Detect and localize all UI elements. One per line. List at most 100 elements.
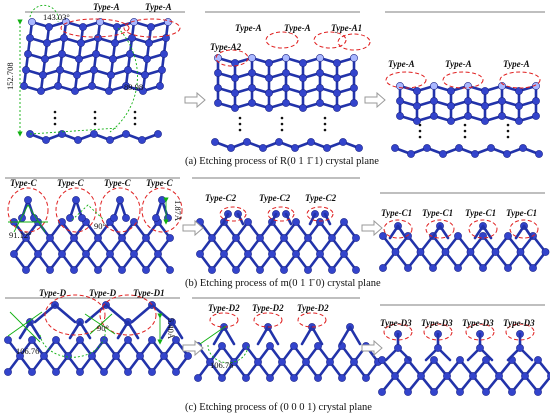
bond xyxy=(338,325,352,346)
atom xyxy=(447,102,455,110)
highlight-ellipse xyxy=(423,323,453,341)
atom xyxy=(352,234,360,242)
atom xyxy=(396,82,404,90)
type-label: Type-A xyxy=(445,59,472,69)
continuation-dot xyxy=(323,116,327,120)
type-label: Type-A2 xyxy=(210,42,242,52)
atom xyxy=(316,250,324,258)
atom xyxy=(154,130,162,138)
atom xyxy=(464,112,472,120)
bond xyxy=(269,212,278,226)
process-arrow xyxy=(182,219,204,237)
atom xyxy=(124,66,132,74)
atom xyxy=(248,99,256,107)
atom xyxy=(22,266,30,274)
atom xyxy=(404,388,412,396)
angle-label: 106.76 xyxy=(16,346,39,356)
atom xyxy=(416,248,425,256)
guide-line xyxy=(199,325,227,345)
atom xyxy=(128,34,136,42)
atom xyxy=(218,374,226,382)
atom xyxy=(100,368,108,376)
continuation-dot xyxy=(463,129,467,133)
atom xyxy=(434,344,442,352)
atom xyxy=(479,232,487,240)
atom xyxy=(116,196,124,204)
atom xyxy=(26,34,34,42)
atom xyxy=(302,358,310,366)
atom xyxy=(231,89,239,97)
continuation-dot xyxy=(463,123,467,127)
panel-c-stage1-lattice xyxy=(4,294,192,376)
atom xyxy=(160,50,168,58)
angle-arc xyxy=(207,344,249,364)
atom xyxy=(109,55,117,63)
atom xyxy=(265,89,273,97)
atom xyxy=(352,266,360,274)
atom xyxy=(476,344,484,352)
angle-label: 91.12° xyxy=(9,230,32,240)
type-label: Type-A xyxy=(503,59,530,69)
continuation-dot xyxy=(280,128,284,132)
continuation-dot xyxy=(133,122,137,126)
dimension-label: 5.40Å xyxy=(166,318,176,340)
atom xyxy=(94,266,102,274)
atom xyxy=(76,368,84,376)
highlight-ellipse xyxy=(253,312,283,328)
atom xyxy=(28,336,36,344)
atom xyxy=(299,59,307,67)
atom xyxy=(429,264,437,272)
atom xyxy=(196,250,204,258)
atom xyxy=(88,82,96,90)
atom xyxy=(278,358,286,366)
angle-label: 106.76 xyxy=(210,360,233,370)
panel-caption: (a) Etching process of R(0 1 1̄ 1) cryst… xyxy=(185,156,379,167)
atom xyxy=(66,214,74,222)
continuation-dot xyxy=(418,135,422,139)
highlight-ellipse xyxy=(267,206,295,222)
highlight-ellipse xyxy=(99,187,141,233)
highlight-ellipse xyxy=(468,219,498,239)
atom xyxy=(430,356,438,364)
type-label: Type-D3 xyxy=(380,318,412,328)
highlight-ellipse xyxy=(219,206,247,222)
atom xyxy=(172,368,180,376)
atom xyxy=(37,87,45,95)
atom xyxy=(56,66,64,74)
atom xyxy=(280,266,288,274)
highlight-ellipse xyxy=(99,294,157,336)
type-label: Type-A1 xyxy=(331,23,362,33)
atom xyxy=(76,336,84,344)
atom xyxy=(254,358,262,366)
atom xyxy=(299,74,307,82)
atom xyxy=(208,234,216,242)
atom xyxy=(214,99,222,107)
atom xyxy=(110,214,118,222)
atom xyxy=(350,84,358,92)
atom xyxy=(304,266,312,274)
atom xyxy=(147,23,155,31)
atom xyxy=(316,99,324,107)
continuation-dot xyxy=(53,122,57,126)
atom xyxy=(265,104,273,112)
atom xyxy=(350,358,358,366)
atom xyxy=(152,214,160,222)
angle-arc xyxy=(29,4,59,23)
process-arrow xyxy=(182,339,204,357)
process-arrow xyxy=(361,339,383,357)
highlight-ellipse xyxy=(499,71,541,89)
atom xyxy=(350,69,358,77)
atom xyxy=(220,250,228,258)
atom xyxy=(46,234,54,242)
panel-b-stage1-lattice xyxy=(7,187,183,274)
atom xyxy=(379,264,387,272)
atom xyxy=(242,374,250,382)
atom xyxy=(106,250,114,258)
atom xyxy=(230,358,238,366)
panel-c-stage2-lattice xyxy=(194,312,382,382)
angle-arc xyxy=(39,327,106,358)
atom xyxy=(227,144,235,152)
atom xyxy=(64,352,72,360)
panel-b-stage3-lattice xyxy=(379,219,550,272)
